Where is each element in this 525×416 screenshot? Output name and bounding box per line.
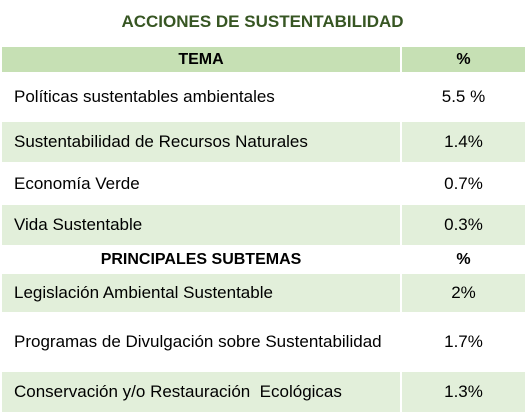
data-row: Legislación Ambiental Sustentable 2% [0,272,525,314]
topic-cell: Programas de Divulgación sobre Sustentab… [0,312,402,372]
data-row: Economía Verde 0.7% [0,162,525,205]
percent-cell: 1.3% [400,370,525,414]
data-row: Programas de Divulgación sobre Sustentab… [0,312,525,372]
percent-cell: 2% [400,272,525,314]
subheader-row: PRINCIPALES SUBTEMAS% [0,245,525,274]
data-row: Sustentabilidad de Recursos Naturales 1.4… [0,120,525,164]
percent-cell: 1.4% [400,120,525,164]
topic-cell: Sustentabilidad de Recursos Naturales [0,120,402,164]
data-row: Políticas sustentables ambientales 5.5 % [0,72,525,122]
sustainability-table: TEMA% Políticas sustentables ambientales 5… [0,45,525,414]
header-row: TEMA% [0,45,525,74]
data-row: Conservación y/o Restauración Ecológicas… [0,370,525,414]
topic-cell: Vida Sustentable [0,203,402,247]
topic-cell: Economía Verde [0,162,402,205]
percent-cell: % [400,45,525,74]
topic-cell: PRINCIPALES SUBTEMAS [0,245,402,274]
percent-cell: 1.7% [400,312,525,372]
percent-cell: 0.7% [400,162,525,205]
percent-cell: 5.5 % [400,72,525,122]
percent-cell: % [400,245,525,274]
topic-cell: TEMA [0,45,402,74]
percent-cell: 0.3% [400,203,525,247]
title: ACCIONES DE SUSTENTABILIDAD [121,12,404,31]
topic-cell: Conservación y/o Restauración Ecológicas [0,370,402,414]
data-row: Vida Sustentable 0.3% [0,203,525,247]
topic-cell: Políticas sustentables ambientales [0,72,402,122]
topic-cell: Legislación Ambiental Sustentable [0,272,402,314]
